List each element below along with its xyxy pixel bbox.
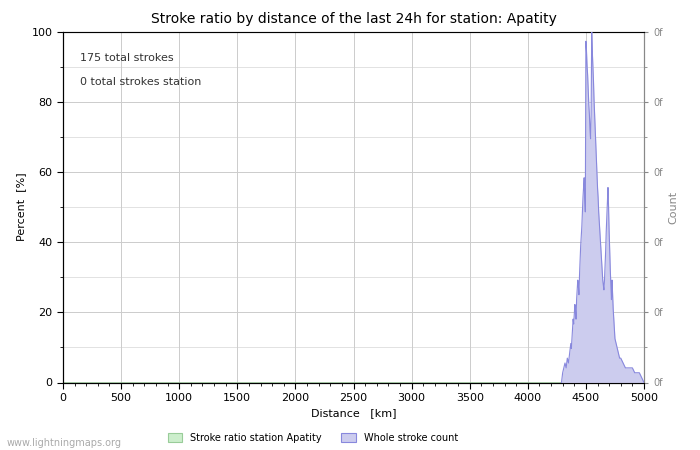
Y-axis label: Count: Count	[668, 190, 678, 224]
Title: Stroke ratio by distance of the last 24h for station: Apatity: Stroke ratio by distance of the last 24h…	[150, 12, 556, 26]
Legend: Stroke ratio station Apatity, Whole stroke count: Stroke ratio station Apatity, Whole stro…	[168, 433, 458, 443]
Text: 0 total strokes station: 0 total strokes station	[80, 77, 202, 87]
Text: 175 total strokes: 175 total strokes	[80, 53, 174, 63]
Text: www.lightningmaps.org: www.lightningmaps.org	[7, 438, 122, 448]
Y-axis label: Percent  [%]: Percent [%]	[16, 173, 26, 241]
X-axis label: Distance   [km]: Distance [km]	[311, 409, 396, 419]
